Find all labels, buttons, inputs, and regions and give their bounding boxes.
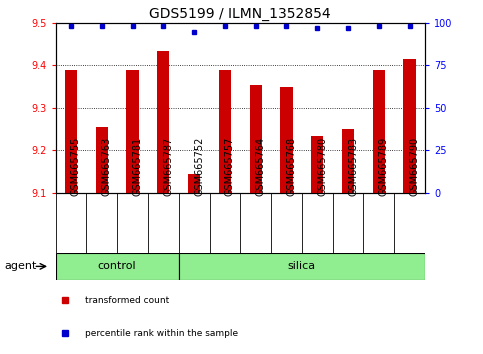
Text: GSM665781: GSM665781 bbox=[132, 137, 142, 196]
Text: GSM665789: GSM665789 bbox=[379, 137, 389, 196]
Text: GSM665752: GSM665752 bbox=[194, 137, 204, 196]
Bar bbox=[342, 129, 354, 193]
Text: GSM665783: GSM665783 bbox=[348, 137, 358, 196]
Bar bbox=[65, 70, 77, 193]
Bar bbox=[56, 253, 179, 280]
Text: GSM665764: GSM665764 bbox=[256, 137, 266, 196]
Text: GSM665780: GSM665780 bbox=[317, 137, 327, 196]
Text: GSM665787: GSM665787 bbox=[163, 137, 173, 196]
Bar bbox=[179, 253, 425, 280]
Bar bbox=[250, 85, 262, 193]
Bar bbox=[373, 70, 385, 193]
Text: silica: silica bbox=[288, 261, 316, 272]
Text: GSM665757: GSM665757 bbox=[225, 137, 235, 196]
Bar bbox=[311, 136, 324, 193]
Text: GSM665755: GSM665755 bbox=[71, 137, 81, 196]
Bar bbox=[280, 87, 293, 193]
Bar bbox=[403, 59, 416, 193]
Bar bbox=[96, 127, 108, 193]
Bar bbox=[157, 51, 170, 193]
Text: agent: agent bbox=[4, 261, 37, 272]
Text: transformed count: transformed count bbox=[85, 296, 169, 305]
Text: GSM665763: GSM665763 bbox=[102, 137, 112, 196]
Bar bbox=[127, 70, 139, 193]
Text: GSM665790: GSM665790 bbox=[410, 137, 420, 196]
Text: percentile rank within the sample: percentile rank within the sample bbox=[85, 329, 238, 338]
Text: control: control bbox=[98, 261, 136, 272]
Title: GDS5199 / ILMN_1352854: GDS5199 / ILMN_1352854 bbox=[149, 7, 331, 21]
Bar bbox=[188, 174, 200, 193]
Text: GSM665768: GSM665768 bbox=[286, 137, 297, 196]
Bar bbox=[219, 70, 231, 193]
